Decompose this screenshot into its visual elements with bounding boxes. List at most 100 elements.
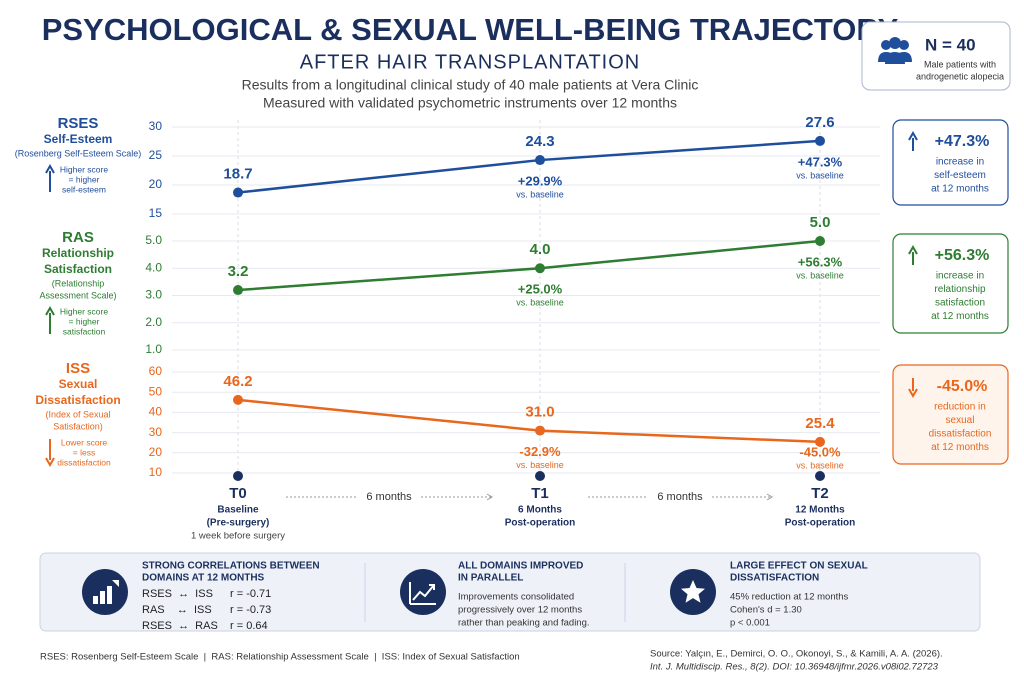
x-tick-label: T0 <box>229 485 247 502</box>
y-tick-label: 20 <box>149 445 163 459</box>
finding-title: IN PARALLEL <box>458 573 523 584</box>
x-tick-detail: 12 Months <box>795 505 845 516</box>
time-dot <box>535 471 545 481</box>
finding-text: rather than peaking and fading. <box>458 618 590 629</box>
people-icon <box>878 37 912 64</box>
correlation-pair: RSES ↔ RAS <box>142 620 218 632</box>
data-point <box>535 425 545 436</box>
panel-title: Self-Esteem <box>44 132 113 146</box>
direction-note: Higher score <box>60 306 108 316</box>
callout-text: satisfaction <box>935 298 985 309</box>
direction-note: = higher <box>69 174 100 184</box>
panel-subtitle: Satisfaction) <box>53 421 103 431</box>
source: Int. J. Multidiscip. Res., 8(2). DOI: 10… <box>650 662 939 673</box>
x-tick-detail: 6 Months <box>518 505 562 516</box>
callout-value: +56.3% <box>935 247 990 264</box>
change-label: -45.0% <box>799 444 841 459</box>
panel-subtitle: Assessment Scale) <box>39 290 116 300</box>
abbreviations: RSES: Rosenberg Self-Esteem Scale | RAS:… <box>40 652 520 663</box>
description: Results from a longitudinal clinical stu… <box>242 77 699 93</box>
source: Source: Yalçın, E., Demirci, O. O., Okon… <box>650 649 943 660</box>
panel-subtitle: (Rosenberg Self-Esteem Scale) <box>15 148 142 158</box>
interval-arrow <box>766 493 773 501</box>
panel-abbr: ISS <box>66 360 90 377</box>
panel-subtitle: (Index of Sexual <box>45 409 110 419</box>
callout-text: reduction in <box>934 402 986 413</box>
interval-arrow <box>486 493 493 501</box>
finding-title: ALL DOMAINS IMPROVED <box>458 561 583 572</box>
callout-text: increase in <box>936 157 984 168</box>
callout-box <box>892 364 1009 465</box>
callout-text: at 12 months <box>931 184 989 195</box>
y-tick-label: 30 <box>149 119 163 133</box>
panel-title: Sexual <box>59 377 98 391</box>
description: Measured with validated psychometric ins… <box>263 95 677 111</box>
value-label: 5.0 <box>810 214 831 231</box>
icon <box>400 569 446 615</box>
y-tick-label: 60 <box>149 364 163 378</box>
callout-text: self-esteem <box>934 170 986 181</box>
direction-note: Higher score <box>60 164 108 174</box>
y-tick-label: 40 <box>149 405 163 419</box>
data-point <box>535 263 545 274</box>
change-label: -32.9% <box>519 444 561 459</box>
change-label: +47.3% <box>798 154 843 169</box>
correlation-r: r = -0.73 <box>230 604 271 616</box>
data-point <box>815 135 825 146</box>
y-tick-label: 2.0 <box>145 315 162 329</box>
direction-arrow <box>45 163 55 192</box>
value-label: 18.7 <box>223 166 252 183</box>
y-tick-label: 15 <box>149 206 163 220</box>
value-label: 46.2 <box>223 373 252 390</box>
finding-title: DOMAINS AT 12 MONTHS <box>142 573 265 584</box>
value-label: 3.2 <box>228 263 249 280</box>
direction-arrow <box>908 130 918 151</box>
data-point <box>233 285 243 296</box>
data-point <box>535 155 545 166</box>
y-tick-label: 5.0 <box>145 233 162 247</box>
panel-abbr: RSES <box>58 115 99 132</box>
x-tick-label: T1 <box>531 485 549 502</box>
x-tick-label: T2 <box>811 485 829 502</box>
sample-size: N = 40 <box>925 35 976 54</box>
correlation-pair: RAS ↔ ISS <box>142 604 212 616</box>
trend-icon <box>409 582 436 605</box>
interval-label: 6 months <box>366 491 412 503</box>
direction-arrow <box>908 244 918 265</box>
direction-arrow <box>45 439 55 468</box>
findings-panel <box>39 552 981 632</box>
callout-text: increase in <box>936 271 984 282</box>
y-tick-label: 10 <box>149 465 163 479</box>
change-note: vs. baseline <box>516 298 564 308</box>
y-tick-label: 25 <box>149 148 163 162</box>
y-tick-label: 30 <box>149 425 163 439</box>
y-tick-label: 1.0 <box>145 342 162 356</box>
y-tick-label: 50 <box>149 384 163 398</box>
x-tick-detail: Post-operation <box>505 518 576 529</box>
direction-note: dissatisfaction <box>57 457 111 467</box>
title: PSYCHOLOGICAL & SEXUAL WELL-BEING TRAJEC… <box>42 12 899 47</box>
callout-text: dissatisfaction <box>929 429 992 440</box>
change-note: vs. baseline <box>796 270 844 280</box>
value-label: 31.0 <box>525 404 554 421</box>
x-tick-detail: (Pre-surgery) <box>207 518 270 529</box>
finding-text: progressively over 12 months <box>458 605 582 616</box>
finding-title: STRONG CORRELATIONS BETWEEN <box>142 561 320 572</box>
star-icon <box>681 580 705 603</box>
callout-text: sexual <box>946 415 975 426</box>
value-label: 25.4 <box>805 415 835 432</box>
callout-text: at 12 months <box>931 442 989 453</box>
correlation-r: r = 0.64 <box>230 620 268 632</box>
panel-title: Satisfaction <box>44 262 112 276</box>
finding-title: LARGE EFFECT ON SEXUAL <box>730 561 868 572</box>
interval-label: 6 months <box>657 491 703 503</box>
change-label: +29.9% <box>518 173 563 188</box>
callout-text: at 12 months <box>931 311 989 322</box>
data-point <box>233 394 243 405</box>
change-label: +56.3% <box>798 254 843 269</box>
y-tick-label: 20 <box>149 177 163 191</box>
x-tick-detail: 1 week before surgery <box>191 531 285 542</box>
time-dot <box>815 471 825 481</box>
change-note: vs. baseline <box>796 460 844 470</box>
data-point <box>233 187 243 198</box>
